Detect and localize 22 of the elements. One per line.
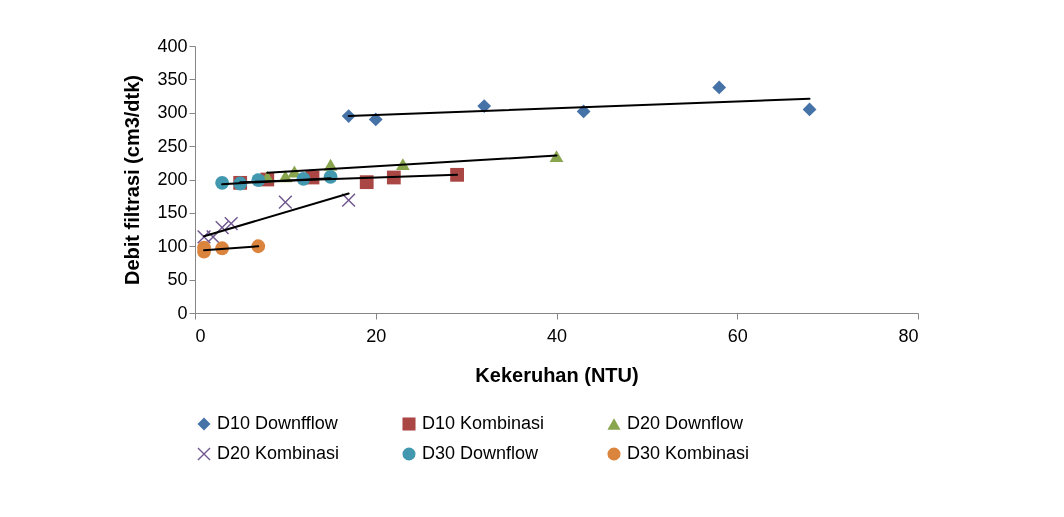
y-axis-title: Debit filtrasi (cm3/dtk)	[121, 74, 144, 286]
y-tick-label: 350	[157, 68, 188, 89]
y-tick-label: 50	[167, 269, 188, 290]
x-axis-title: Kekeruhan (NTU)	[475, 363, 639, 386]
y-tick-label: 250	[157, 135, 188, 156]
y-tick-label: 200	[157, 169, 188, 189]
y-tick-label: 0	[177, 302, 188, 323]
x-tick-label: 0	[195, 325, 206, 346]
x-tick-label: 20	[366, 325, 387, 346]
x-tick-label: 40	[546, 325, 568, 346]
legend-label: D10 Kombinasi	[422, 413, 545, 433]
legend-label: D20 Downflow	[627, 413, 745, 433]
legend-label: D10 Downfflow	[217, 413, 339, 433]
legend-label: D30 Downflow	[422, 443, 540, 463]
legend-label: D30 Kombinasi	[627, 443, 750, 463]
legend-label: D20 Kombinasi	[217, 443, 340, 463]
x-tick-label: 80	[898, 325, 919, 346]
y-tick-label: 150	[157, 202, 188, 223]
y-tick-label: 400	[157, 35, 188, 56]
x-tick-label: 60	[727, 325, 748, 346]
y-tick-label: 300	[157, 102, 188, 123]
y-tick-label: 100	[157, 235, 188, 256]
